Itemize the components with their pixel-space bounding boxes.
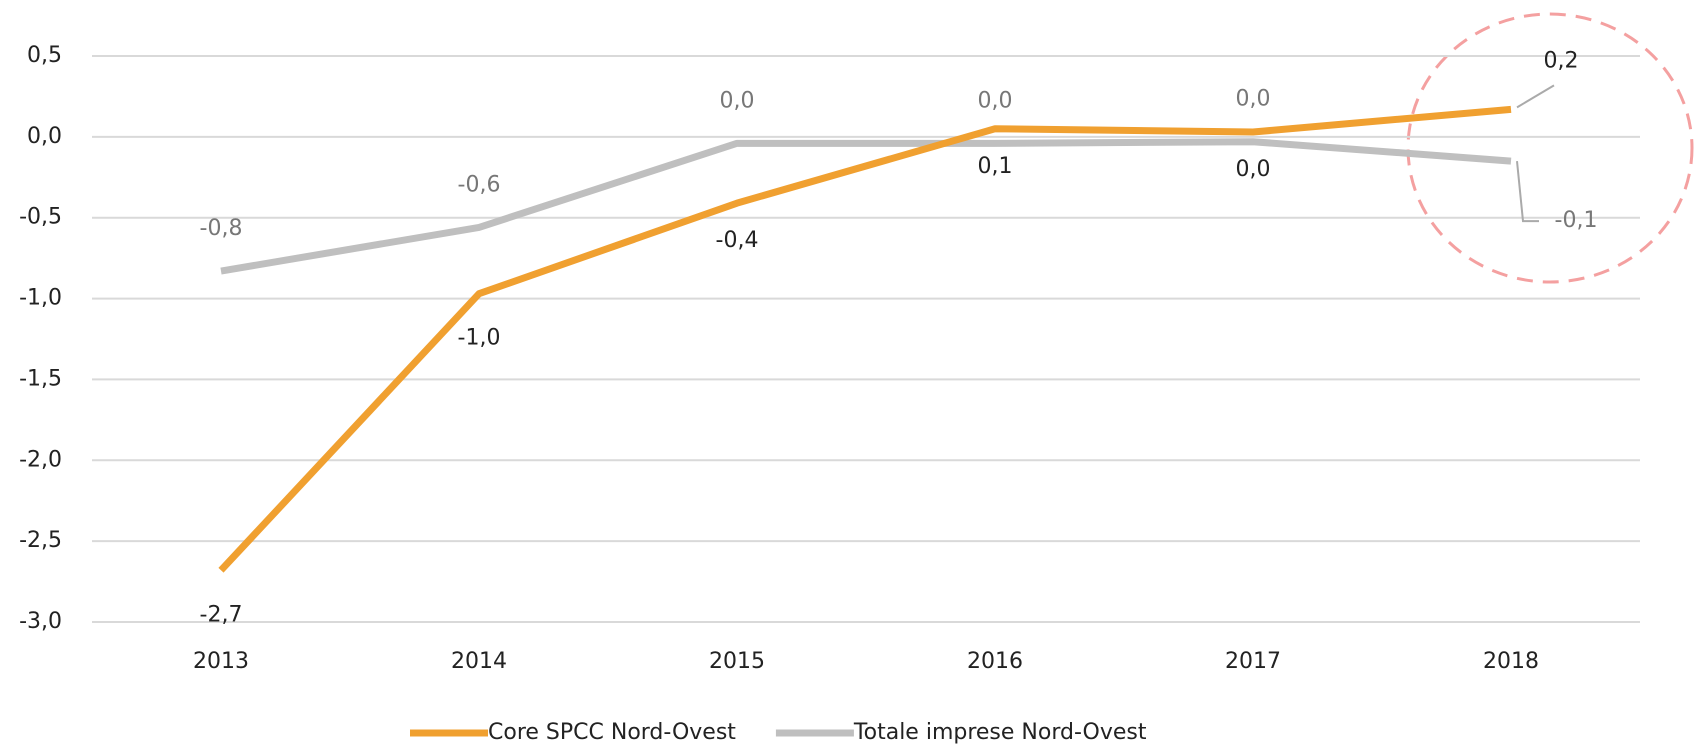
y-tick-label: 0,5	[27, 43, 62, 68]
data-label: 0,0	[1236, 157, 1271, 182]
x-tick-label: 2013	[193, 649, 249, 674]
leader-line	[1516, 84, 1555, 109]
highlight-circle	[1406, 12, 1694, 284]
series-line	[218, 105, 1512, 573]
data-label: -2,7	[200, 602, 243, 627]
data-label: 0,0	[1236, 87, 1271, 112]
series-line	[220, 138, 1512, 275]
y-tick-label: 0,0	[27, 124, 62, 149]
x-tick-label: 2017	[1225, 649, 1281, 674]
data-label: -0,1	[1555, 208, 1598, 233]
leader-line	[1516, 161, 1539, 223]
data-label: 0,1	[978, 154, 1013, 179]
y-tick-label: -2,0	[19, 447, 62, 472]
data-label: 0,0	[978, 88, 1013, 113]
x-tick-label: 2015	[709, 649, 765, 674]
y-tick-label: -3,0	[19, 609, 62, 634]
x-tick-label: 2016	[967, 649, 1023, 674]
data-label: 0,0	[720, 88, 755, 113]
x-tick-label: 2018	[1483, 649, 1539, 674]
data-label: 0,2	[1544, 48, 1579, 73]
x-tick-label: 2014	[451, 649, 507, 674]
data-label: -0,4	[716, 228, 759, 253]
data-label: -0,8	[200, 216, 243, 241]
legend-label: Totale imprese Nord-Ovest	[853, 720, 1147, 745]
data-label: -1,0	[458, 326, 501, 351]
data-label: -0,6	[458, 172, 501, 197]
legend-label: Core SPCC Nord-Ovest	[488, 720, 736, 745]
y-tick-label: -1,5	[19, 366, 62, 391]
y-tick-label: -0,5	[19, 205, 62, 230]
y-tick-label: -2,5	[19, 528, 62, 553]
y-tick-label: -1,0	[19, 286, 62, 311]
